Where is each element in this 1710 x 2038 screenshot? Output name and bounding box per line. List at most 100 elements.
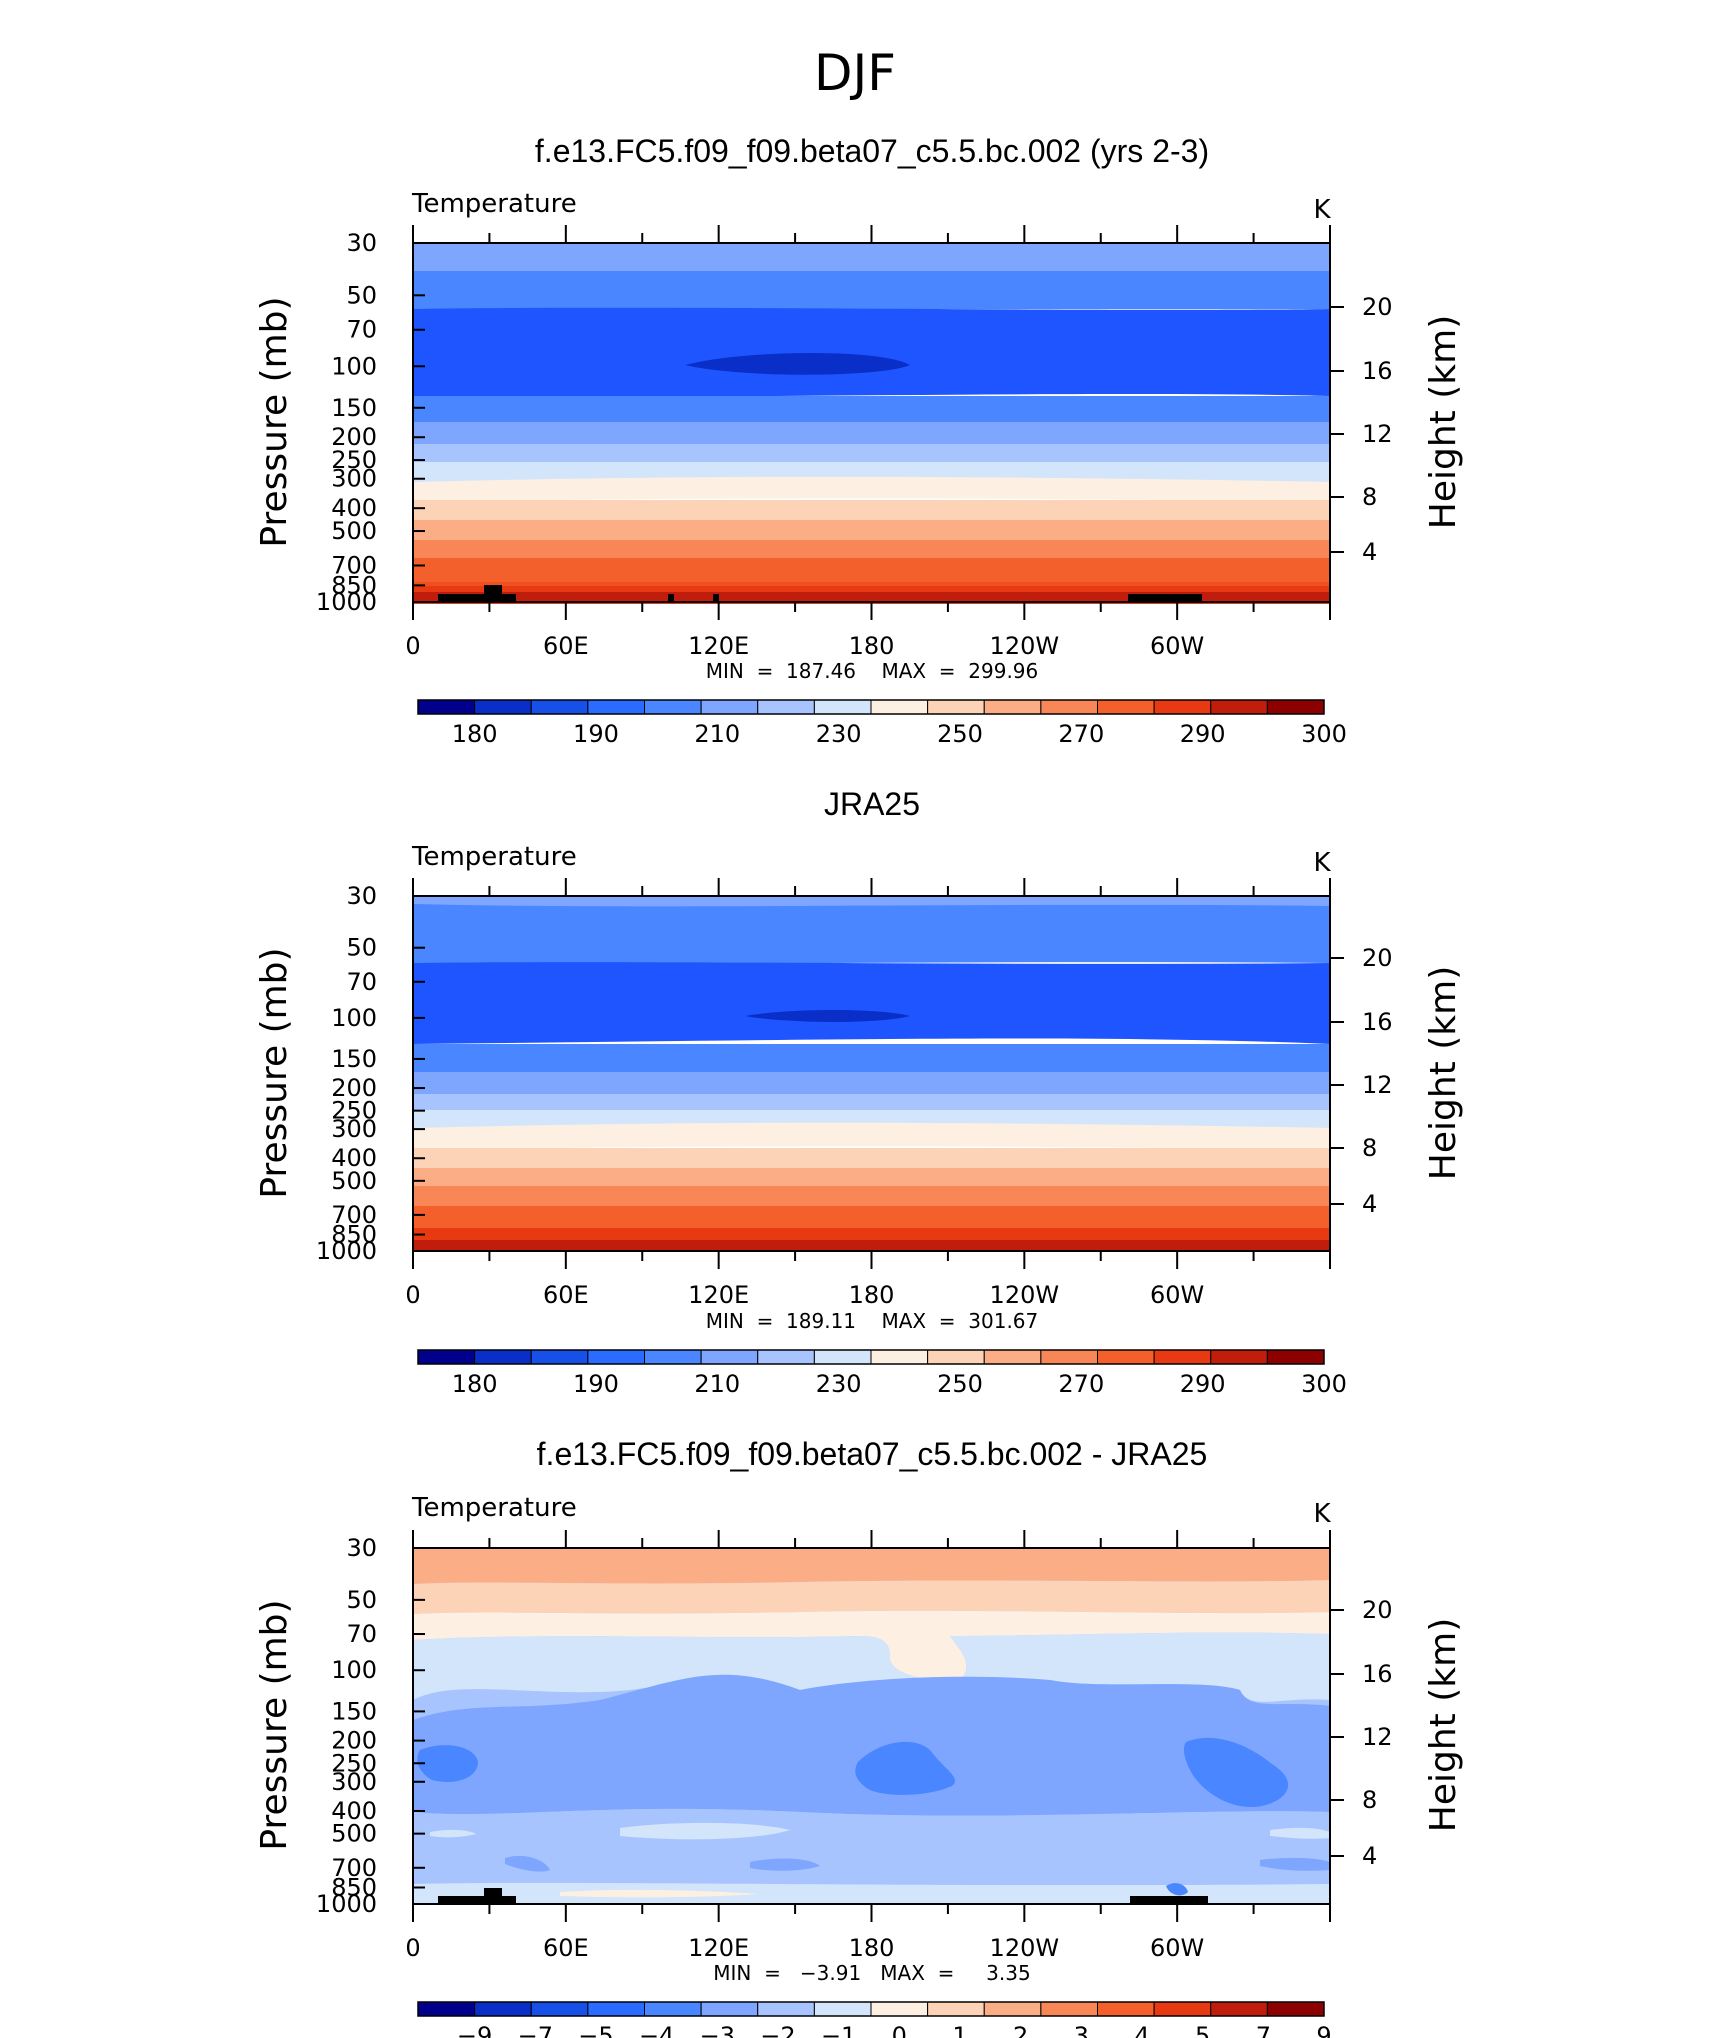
surface-blob bbox=[1166, 1883, 1188, 1896]
colorbar-label: 7 bbox=[1256, 2022, 1271, 2038]
band-8 bbox=[413, 1122, 1330, 1150]
y-tick-label: 850 bbox=[331, 571, 377, 599]
colorbar-label: 9 bbox=[1316, 2022, 1331, 2038]
band-9 bbox=[413, 1148, 1330, 1168]
panel-3-plot-area bbox=[412, 1547, 1331, 1905]
cool-blob-3 bbox=[1183, 1737, 1289, 1808]
band-2 bbox=[413, 904, 1330, 964]
figure-title: DJF bbox=[814, 44, 896, 102]
colorbar-box bbox=[813, 2001, 872, 2017]
panel-1-title: f.e13.FC5.f09_f09.beta07_c5.5.bc.002 (yr… bbox=[535, 133, 1209, 169]
colorbar-box bbox=[1210, 2001, 1268, 2017]
height-tick-label: 12 bbox=[1362, 1723, 1393, 1751]
colorbar-label: 190 bbox=[573, 1370, 619, 1398]
colorbar-box bbox=[530, 2001, 589, 2017]
x-tick-label: 60W bbox=[1150, 632, 1204, 660]
cold-core bbox=[745, 1010, 910, 1022]
band-5 bbox=[413, 422, 1330, 444]
x-tick-label: 0 bbox=[405, 1934, 420, 1962]
y-tick-label: 150 bbox=[331, 1697, 377, 1725]
colorbar-label: 270 bbox=[1058, 1370, 1104, 1398]
y-tick-label: 300 bbox=[331, 1115, 377, 1143]
panel-1-left-string: Temperature bbox=[411, 189, 577, 219]
panel-3-right-string: K bbox=[1313, 1499, 1331, 1529]
y-tick-label: 150 bbox=[331, 1045, 377, 1073]
topo-2 bbox=[484, 1888, 502, 1904]
panel-2: JRA25 Temperature K 30507010015020025030… bbox=[254, 786, 1464, 1398]
y-tick-label: 700 bbox=[331, 551, 377, 579]
colorbar-box bbox=[587, 2001, 645, 2017]
y-tick-label: 400 bbox=[331, 1797, 377, 1825]
colorbar-label: 210 bbox=[694, 720, 740, 748]
colorbar-label: 290 bbox=[1180, 720, 1226, 748]
band-9 bbox=[413, 500, 1330, 520]
colorbar-label: 5 bbox=[1195, 2022, 1210, 2038]
light-streak-3 bbox=[1270, 1827, 1330, 1839]
colorbar-box bbox=[530, 699, 589, 715]
colorbar-label: −5 bbox=[578, 2022, 613, 2038]
topo-2 bbox=[484, 585, 502, 602]
height-tick-label: 16 bbox=[1362, 1660, 1393, 1688]
colorbar-label: 300 bbox=[1301, 720, 1347, 748]
panel-3-stats: MIN = −3.91 MAX = 3.35 bbox=[713, 1961, 1030, 1985]
y-tick-label: 200 bbox=[331, 423, 377, 451]
near-surface-warm bbox=[560, 1889, 760, 1898]
colorbar-box bbox=[1153, 1349, 1212, 1365]
band-8 bbox=[413, 476, 1330, 502]
y-tick-label: 50 bbox=[346, 1586, 377, 1614]
height-tick-label: 20 bbox=[1362, 944, 1393, 972]
y-tick-label: 1000 bbox=[316, 1890, 377, 1918]
colorbar-box bbox=[644, 699, 702, 715]
band-6 bbox=[413, 1094, 1330, 1110]
band-11 bbox=[413, 540, 1330, 558]
colorbar-frame bbox=[417, 699, 1325, 715]
y-tick-label: 500 bbox=[331, 1167, 377, 1195]
colorbar-box bbox=[927, 699, 985, 715]
y-tick-label: 500 bbox=[331, 517, 377, 545]
x-tick-label: 120W bbox=[990, 1934, 1060, 1962]
colorbar-label: 250 bbox=[937, 720, 983, 748]
colorbar-label: 0 bbox=[892, 2022, 907, 2038]
colorbar-label: 4 bbox=[1134, 2022, 1149, 2038]
colorbar-box bbox=[644, 2001, 702, 2017]
height-tick-label: 16 bbox=[1362, 1008, 1393, 1036]
colorbar-frame bbox=[417, 1349, 1325, 1365]
panel-2-right-string: K bbox=[1313, 848, 1331, 878]
x-tick-label: 120E bbox=[688, 1281, 749, 1309]
colorbar-label: 230 bbox=[816, 720, 862, 748]
colorbar-label: 230 bbox=[816, 1370, 862, 1398]
cool-streak-1 bbox=[505, 1855, 550, 1872]
colorbar-label: −2 bbox=[760, 2022, 795, 2038]
height-tick-label: 4 bbox=[1362, 538, 1377, 566]
colorbar-label: −4 bbox=[639, 2022, 674, 2038]
colorbar-box bbox=[474, 699, 532, 715]
colorbar-box bbox=[1153, 699, 1212, 715]
y-tick-label: 400 bbox=[331, 1144, 377, 1172]
colorbar-label: 1 bbox=[952, 2022, 967, 2038]
panel-1-ylabel-right: Height (km) bbox=[1423, 315, 1464, 529]
y-tick-label: 100 bbox=[331, 1656, 377, 1684]
colorbar-box bbox=[927, 1349, 985, 1365]
height-tick-label: 8 bbox=[1362, 1786, 1377, 1814]
colorbar-label: 290 bbox=[1180, 1370, 1226, 1398]
colorbar-box bbox=[700, 699, 759, 715]
y-tick-label: 250 bbox=[331, 446, 377, 474]
colorbar-label: −9 bbox=[457, 2022, 492, 2038]
topo-1 bbox=[438, 1896, 516, 1904]
band-3 bbox=[413, 962, 1330, 1044]
height-tick-label: 20 bbox=[1362, 1596, 1393, 1624]
colorbar-box bbox=[983, 699, 1042, 715]
colorbar-box bbox=[1097, 2001, 1155, 2017]
x-tick-label: 0 bbox=[405, 632, 420, 660]
height-tick-label: 12 bbox=[1362, 420, 1393, 448]
x-tick-label: 60E bbox=[543, 632, 589, 660]
colorbar-box bbox=[1097, 1349, 1155, 1365]
x-tick-label: 60W bbox=[1150, 1934, 1204, 1962]
y-tick-label: 200 bbox=[331, 1074, 377, 1102]
band-6 bbox=[413, 444, 1330, 462]
band-4 bbox=[413, 396, 1330, 422]
y-tick-label: 400 bbox=[331, 494, 377, 522]
y-tick-label: 70 bbox=[346, 1620, 377, 1648]
panel-1-right-string: K bbox=[1313, 195, 1331, 225]
panel-3-title: f.e13.FC5.f09_f09.beta07_c5.5.bc.002 - J… bbox=[537, 1436, 1208, 1472]
